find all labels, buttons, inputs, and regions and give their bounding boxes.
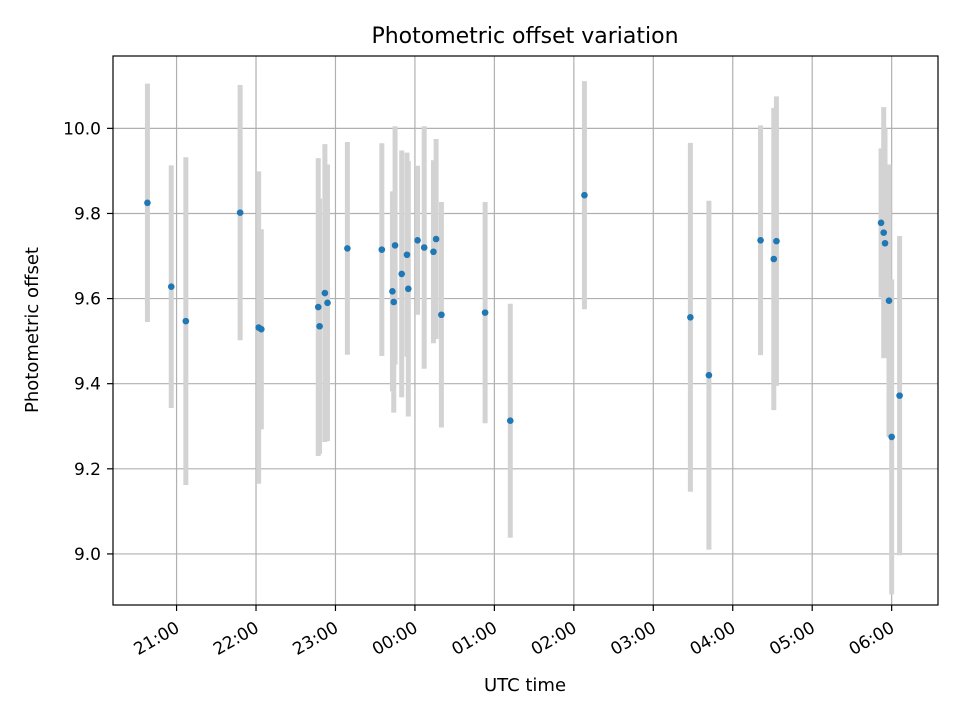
chart-title: Photometric offset variation	[371, 24, 678, 49]
data-point	[432, 235, 440, 243]
data-point	[687, 314, 694, 321]
y-tick-label: 9.0	[74, 545, 101, 565]
data-point	[770, 255, 778, 263]
data-point	[885, 297, 893, 305]
x-axis-title: UTC time	[484, 675, 566, 696]
grid-lines	[113, 56, 938, 605]
y-tick-label: 10.0	[63, 119, 101, 139]
data-point	[389, 288, 396, 295]
data-point	[773, 237, 780, 245]
y-tick-label: 9.4	[74, 375, 101, 395]
data-point	[391, 242, 399, 249]
data-point	[344, 245, 351, 252]
data-point	[182, 317, 190, 325]
data-point	[324, 299, 331, 307]
data-point	[438, 311, 445, 319]
data-point	[403, 251, 411, 259]
data-point	[581, 191, 588, 199]
data-point	[877, 219, 885, 227]
data-points	[144, 191, 903, 441]
data-point	[258, 325, 265, 333]
data-point	[390, 298, 398, 306]
data-point	[414, 236, 421, 244]
plot-area-frame	[112, 55, 939, 606]
data-point	[314, 303, 322, 311]
data-point	[316, 322, 323, 330]
data-point	[236, 209, 244, 216]
data-point	[144, 199, 151, 207]
data-point	[896, 392, 903, 399]
data-point	[398, 270, 405, 278]
y-tick-label: 9.6	[74, 290, 101, 310]
data-point	[888, 433, 895, 441]
y-tick-label: 9.8	[74, 204, 101, 224]
data-point	[321, 289, 329, 297]
data-point	[880, 229, 888, 236]
y-axis-ticks: 9.0 9.2 9.4 9.6 9.8 10.0	[63, 119, 113, 565]
data-point	[420, 244, 428, 251]
data-point	[405, 285, 412, 293]
data-point	[481, 309, 489, 316]
y-tick-label: 9.2	[74, 460, 101, 480]
y-axis-title: Photometric offset	[22, 247, 43, 413]
data-point	[757, 236, 764, 244]
data-point	[430, 248, 437, 256]
data-point	[378, 246, 386, 253]
data-point	[167, 283, 175, 290]
data-point	[506, 417, 514, 425]
data-point	[881, 239, 889, 247]
data-point	[705, 371, 713, 379]
